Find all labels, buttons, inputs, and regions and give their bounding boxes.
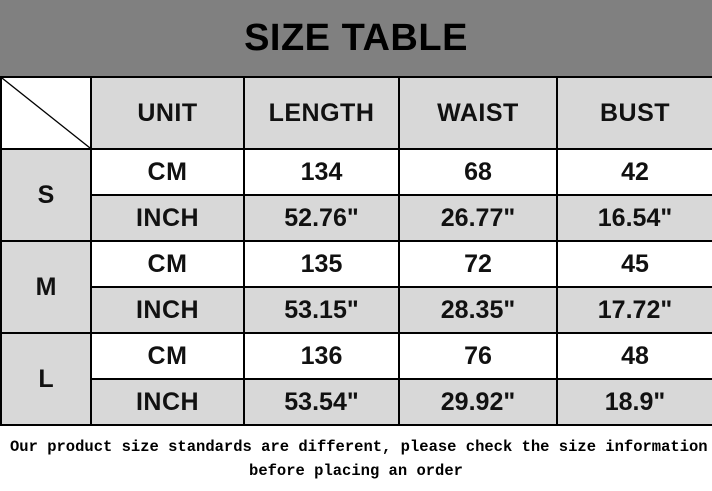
- bust-cell-m-cm: 45: [556, 240, 712, 288]
- corner-cell: [0, 76, 92, 150]
- column-header-length: LENGTH: [243, 76, 400, 150]
- waist-cell-l-cm: 76: [398, 332, 558, 380]
- unit-cell-l-inch: INCH: [90, 378, 245, 426]
- column-header-unit: UNIT: [90, 76, 245, 150]
- unit-cell-s-inch: INCH: [90, 194, 245, 242]
- length-cell-l-inch: 53.54": [243, 378, 400, 426]
- unit-cell-l-cm: CM: [90, 332, 245, 380]
- footer-note-line-2: before placing an order: [249, 462, 463, 481]
- length-cell-m-cm: 135: [243, 240, 400, 288]
- length-cell-s-cm: 134: [243, 148, 400, 196]
- table-row: INCH 53.15" 28.35" 17.72": [1, 286, 712, 334]
- length-cell-l-cm: 136: [243, 332, 400, 380]
- title-band: SIZE TABLE: [0, 0, 712, 76]
- unit-cell-m-inch: INCH: [90, 286, 245, 334]
- waist-cell-s-inch: 26.77": [398, 194, 558, 242]
- table-row: INCH 52.76" 26.77" 16.54": [1, 194, 712, 242]
- page-title: SIZE TABLE: [244, 17, 468, 59]
- table-row: S CM 134 68 42: [0, 148, 712, 242]
- waist-cell-m-cm: 72: [398, 240, 558, 288]
- footer-note: Our product size standards are different…: [0, 426, 712, 491]
- diagonal-split-icon: [2, 78, 90, 148]
- bust-cell-l-inch: 18.9": [556, 378, 712, 426]
- column-header-waist: WAIST: [398, 76, 558, 150]
- bust-cell-l-cm: 48: [556, 332, 712, 380]
- size-label-m: M: [0, 240, 92, 334]
- table-row: L CM 136 76 48: [0, 332, 712, 426]
- waist-cell-l-inch: 29.92": [398, 378, 558, 426]
- length-cell-m-inch: 53.15": [243, 286, 400, 334]
- length-cell-s-inch: 52.76": [243, 194, 400, 242]
- size-label-l: L: [0, 332, 92, 426]
- size-label-s: S: [0, 148, 92, 242]
- waist-cell-s-cm: 68: [398, 148, 558, 196]
- unit-cell-m-cm: CM: [90, 240, 245, 288]
- column-header-bust: BUST: [556, 76, 712, 150]
- table-row: M CM 135 72 45: [0, 240, 712, 334]
- size-table: UNIT LENGTH WAIST BUST S CM 134 68 42 IN…: [0, 76, 712, 426]
- bust-cell-s-cm: 42: [556, 148, 712, 196]
- table-header-row: UNIT LENGTH WAIST BUST: [0, 76, 712, 150]
- bust-cell-m-inch: 17.72": [556, 286, 712, 334]
- table-row: INCH 53.54" 29.92" 18.9": [1, 378, 712, 426]
- unit-cell-s-cm: CM: [90, 148, 245, 196]
- bust-cell-s-inch: 16.54": [556, 194, 712, 242]
- waist-cell-m-inch: 28.35": [398, 286, 558, 334]
- footer-note-line-1: Our product size standards are different…: [10, 438, 708, 456]
